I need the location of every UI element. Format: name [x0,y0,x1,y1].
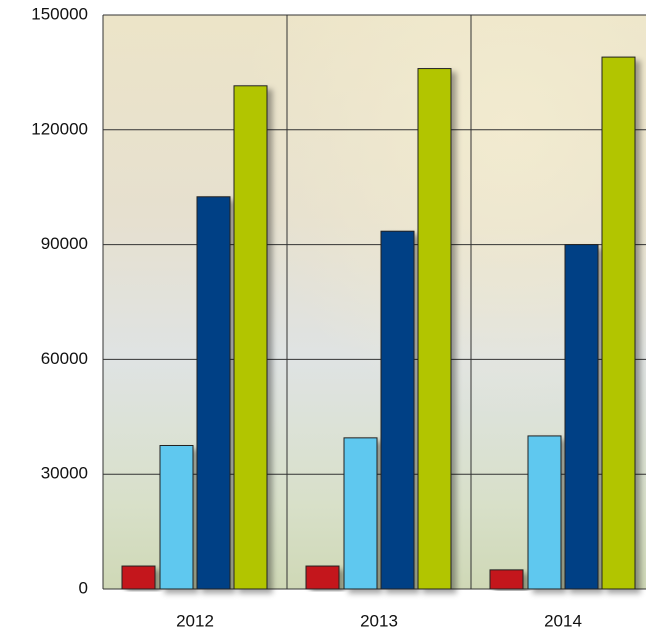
bar [417,68,452,590]
y-tick-label: 30000 [41,464,88,483]
bar [159,445,194,590]
x-tick-label: 2014 [544,611,582,630]
y-tick-label: 120000 [31,119,88,138]
x-tick-label: 2013 [360,611,398,630]
bar [564,244,599,590]
bar [601,56,636,590]
y-tick-label: 0 [79,578,88,597]
vertical-grid [102,15,472,589]
bar [233,85,268,590]
x-tick-label: 2012 [176,611,214,630]
bar [196,196,231,590]
bar [305,565,340,590]
bar [527,435,562,590]
bar [343,437,378,590]
bar [489,569,524,590]
bar [380,230,415,590]
y-tick-label: 60000 [41,349,88,368]
y-tick-label: 150000 [31,4,88,23]
y-tick-label: 90000 [41,234,88,253]
bar [121,565,156,590]
